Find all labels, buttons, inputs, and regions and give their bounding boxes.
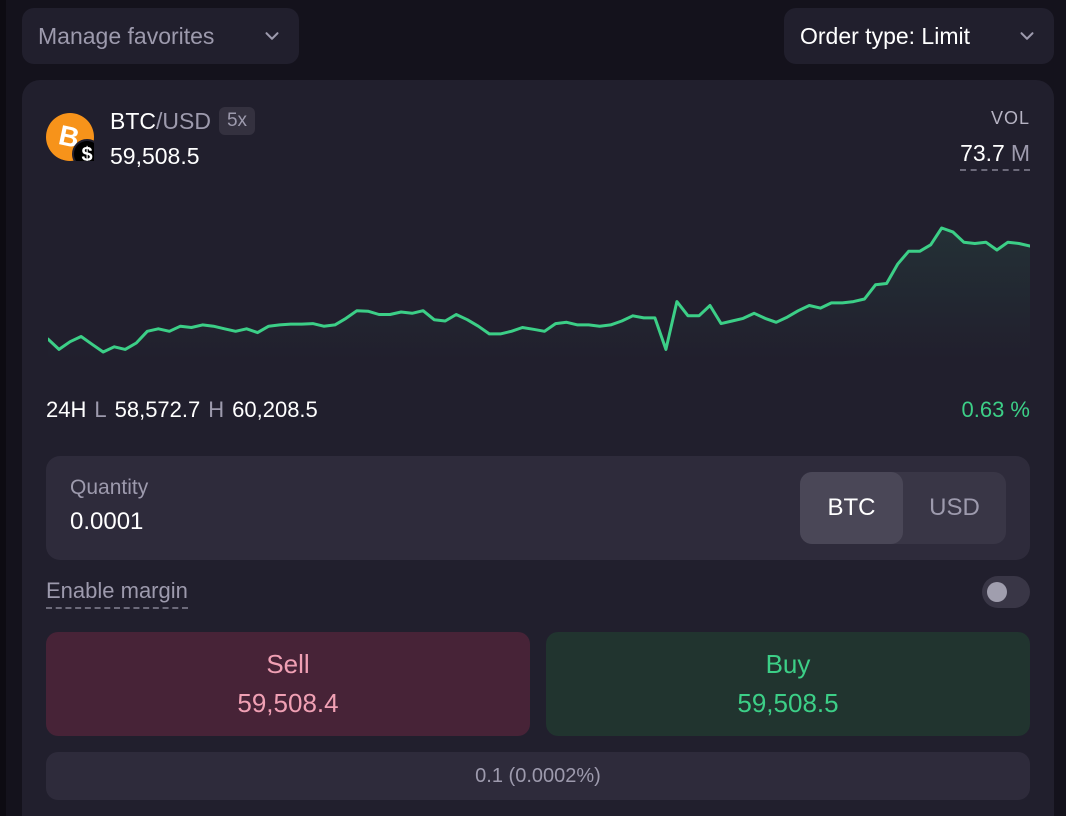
order-type-label: Order type: Limit bbox=[800, 22, 970, 49]
sell-button[interactable]: Sell 59,508.4 bbox=[46, 632, 530, 736]
sell-label: Sell bbox=[266, 649, 310, 679]
price-line bbox=[48, 226, 1030, 354]
volume-label: VOL bbox=[990, 108, 1030, 128]
chevron-down-icon bbox=[1016, 25, 1038, 47]
spread-info: 0.1 (0.0002%) bbox=[46, 752, 1030, 800]
quantity-label: Quantity bbox=[70, 476, 149, 499]
enable-margin-label[interactable]: Enable margin bbox=[46, 578, 188, 609]
margin-toggle[interactable] bbox=[982, 576, 1030, 608]
unit-option-usd[interactable]: USD bbox=[929, 494, 980, 521]
high-value: 60,208.5 bbox=[232, 397, 318, 422]
bitcoin-icon: B $ bbox=[46, 113, 102, 169]
period-label: 24H bbox=[46, 397, 87, 422]
volume-unit: M bbox=[1010, 140, 1030, 166]
quantity-input[interactable] bbox=[70, 508, 370, 536]
price-area bbox=[48, 228, 1030, 360]
buy-label: Buy bbox=[765, 649, 811, 679]
unit-option-btc[interactable]: BTC bbox=[800, 472, 903, 544]
price-change: 0.63 % bbox=[961, 397, 1031, 422]
quantity-panel: Quantity BTC USD bbox=[46, 456, 1030, 560]
svg-text:$: $ bbox=[81, 144, 92, 161]
high-label: H bbox=[208, 397, 225, 422]
leverage-badge: 5x bbox=[218, 107, 256, 135]
volume-number: 73.7 bbox=[960, 140, 1005, 166]
trade-card: B $ BTC / USD 5x 59,508.5 VOL 73.7 M 24H L … bbox=[22, 80, 1054, 816]
daily-range: 24H L 58,572.7 H 60,208.5 bbox=[46, 397, 318, 423]
market-pair[interactable]: BTC / USD 5x bbox=[110, 107, 256, 135]
manage-favorites-dropdown[interactable]: Manage favorites bbox=[22, 8, 299, 64]
window-edge bbox=[0, 0, 6, 816]
unit-toggle: BTC USD bbox=[800, 472, 1006, 544]
base-asset: BTC bbox=[110, 107, 156, 134]
quote-asset: USD bbox=[162, 107, 211, 134]
low-label: L bbox=[94, 397, 107, 422]
last-price: 59,508.5 bbox=[110, 143, 200, 169]
pair-separator: / bbox=[156, 107, 163, 134]
price-chart bbox=[48, 226, 1030, 360]
margin-toggle-knob bbox=[987, 582, 1007, 602]
sell-price: 59,508.4 bbox=[237, 688, 339, 718]
buy-price: 59,508.5 bbox=[737, 688, 839, 718]
volume-value[interactable]: 73.7 M bbox=[960, 140, 1030, 171]
buy-button[interactable]: Buy 59,508.5 bbox=[546, 632, 1030, 736]
order-type-dropdown[interactable]: Order type: Limit bbox=[784, 8, 1054, 64]
chevron-down-icon bbox=[261, 25, 283, 47]
low-value: 58,572.7 bbox=[114, 397, 201, 422]
manage-favorites-label: Manage favorites bbox=[38, 22, 215, 49]
